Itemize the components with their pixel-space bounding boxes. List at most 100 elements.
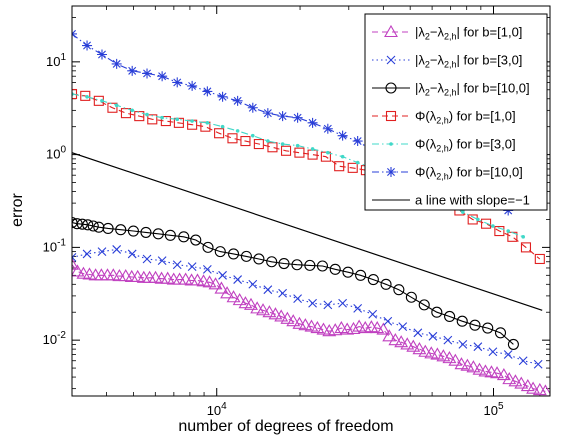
data-point-lam-b1 <box>298 318 313 331</box>
data-point-lam-b3 <box>127 249 137 259</box>
data-point-phi-b1 <box>160 116 171 127</box>
data-point-lam-b1 <box>454 357 469 370</box>
data-point-lam-b1 <box>412 342 427 355</box>
data-point-phi-b3 <box>266 139 270 143</box>
data-point-lam-b3 <box>338 298 348 308</box>
data-point-lam-b10 <box>115 224 127 236</box>
data-point-phi-b3 <box>205 121 210 125</box>
data-point-lam-b3 <box>218 270 227 280</box>
legend-marker-lam-b3 <box>386 55 396 65</box>
data-point-phi-b10 <box>127 65 138 76</box>
data-point-phi-b1 <box>227 133 238 144</box>
data-point-lam-b10 <box>202 241 214 253</box>
data-point-lam-b1 <box>442 351 457 364</box>
data-point-lam-b10 <box>240 250 252 262</box>
data-point-phi-b3 <box>114 103 119 108</box>
data-point-phi-b3 <box>85 95 89 99</box>
data-point-phi-b3 <box>295 143 300 148</box>
legend-marker-phi-b3 <box>389 142 393 146</box>
data-point-lam-b10 <box>140 226 152 238</box>
data-point-lam-b10 <box>342 266 354 278</box>
series-lam-b1 <box>72 257 550 396</box>
data-point-lam-b10 <box>405 291 417 303</box>
data-point-lam-b3 <box>383 316 393 326</box>
legend-marker-phi-b10 <box>386 167 396 177</box>
data-point-phi-b1 <box>280 145 292 156</box>
data-point-lam-b10 <box>76 218 88 230</box>
legend: |λ2−λ2,h| for b=[1,0] |λ2−λ2,h| for b=[3,… <box>364 13 548 211</box>
data-point-lam-b3 <box>473 342 483 352</box>
data-point-lam-b1 <box>72 257 79 270</box>
data-point-lam-b1 <box>460 358 475 371</box>
data-point-lam-b1 <box>316 322 331 335</box>
data-point-lam-b3 <box>458 340 468 349</box>
data-point-lam-b3 <box>503 350 513 359</box>
data-point-lam-b1 <box>496 367 511 381</box>
data-point-lam-b1 <box>394 335 409 348</box>
data-point-lam-b3 <box>248 279 258 289</box>
legend-label-slope: a line with slope=−1 <box>415 193 530 208</box>
data-point-lam-b1 <box>472 362 487 375</box>
data-point-lam-b1 <box>250 301 265 314</box>
legend-label-phi-b10: Φ(λ2,h) for b=[10,0] <box>415 165 523 182</box>
data-point-phi-b3 <box>476 217 480 222</box>
data-point-lam-b1 <box>376 322 391 335</box>
data-point-lam-b3 <box>413 328 423 338</box>
y-tick-label: 101 <box>46 52 66 69</box>
data-point-lam-b10 <box>355 269 367 281</box>
data-point-lam-b10 <box>227 248 240 260</box>
data-point-lam-b3 <box>353 303 363 313</box>
data-point-phi-b10 <box>202 86 213 97</box>
data-point-phi-b3 <box>190 119 194 123</box>
legend-item-lam-b3: |λ2−λ2,h| for b=[3,0] <box>372 53 522 70</box>
data-point-lam-b10 <box>214 246 226 258</box>
data-point-phi-b1 <box>80 90 91 101</box>
data-point-lam-b3 <box>172 260 182 270</box>
data-point-phi-b1 <box>240 136 251 147</box>
data-point-lam-b3 <box>323 300 333 310</box>
data-point-lam-b1 <box>310 320 325 334</box>
data-point-phi-b3 <box>355 160 360 165</box>
data-point-lam-b10 <box>316 260 329 272</box>
data-point-lam-b3 <box>187 262 197 272</box>
data-point-lam-b1 <box>256 303 270 316</box>
series-layer <box>72 28 550 396</box>
data-point-phi-b1 <box>267 142 278 153</box>
data-point-lam-b1 <box>72 264 85 277</box>
data-point-phi-b3 <box>235 129 240 133</box>
data-point-lam-b3 <box>72 253 77 262</box>
data-point-phi-b3 <box>521 235 525 239</box>
y-axis-label: error <box>9 192 26 226</box>
legend-label-phi-b1: Φ(λ2,h) for b=[1,0] <box>415 109 516 126</box>
data-point-phi-b3 <box>250 133 255 138</box>
data-point-phi-b1 <box>107 102 118 113</box>
data-point-phi-b1 <box>294 147 305 158</box>
data-point-phi-b10 <box>172 77 183 88</box>
data-point-phi-b1 <box>120 108 132 119</box>
data-point-lam-b10 <box>178 231 190 243</box>
data-point-lam-b1 <box>514 376 529 389</box>
data-point-phi-b10 <box>307 117 318 128</box>
data-point-phi-b10 <box>232 95 243 106</box>
data-point-phi-b10 <box>352 136 363 147</box>
data-point-lam-b1 <box>232 293 247 306</box>
data-point-phi-b10 <box>111 58 122 69</box>
data-point-lam-b1 <box>436 349 451 362</box>
data-point-lam-b3 <box>263 285 273 295</box>
legend-item-phi-b10: Φ(λ2,h) for b=[10,0] <box>372 165 523 182</box>
data-point-phi-b10 <box>247 102 258 113</box>
data-point-lam-b10 <box>82 219 94 231</box>
data-point-lam-b10 <box>367 274 379 286</box>
data-point-phi-b1 <box>481 218 492 229</box>
data-point-lam-b10 <box>93 221 105 233</box>
data-point-lam-b3 <box>443 335 453 345</box>
data-point-phi-b10 <box>142 68 153 79</box>
y-tick-label: 10-1 <box>43 237 67 254</box>
data-point-phi-b10 <box>262 108 273 119</box>
data-point-lam-b1 <box>220 286 235 299</box>
data-point-phi-b10 <box>187 80 198 91</box>
data-point-lam-b1 <box>286 314 301 327</box>
data-point-phi-b10 <box>96 49 107 60</box>
data-point-phi-b1 <box>134 111 145 122</box>
